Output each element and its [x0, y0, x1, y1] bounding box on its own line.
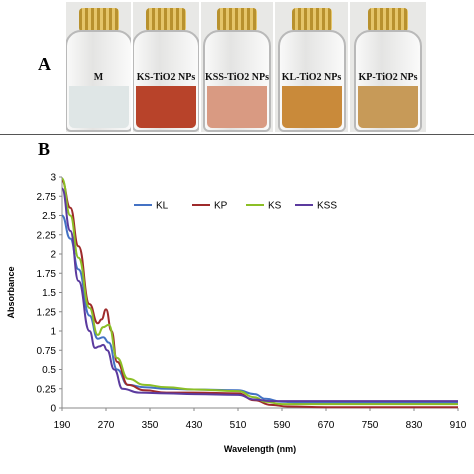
panel-b-label: B — [38, 139, 51, 159]
x-tick-label: 350 — [142, 420, 159, 431]
legend-label-kl: KL — [156, 201, 169, 212]
x-tick-label: 510 — [230, 420, 247, 431]
vial-label: KS-TiO2 NPs — [136, 72, 196, 83]
series-line-ks — [61, 177, 458, 406]
series-lines — [61, 177, 458, 409]
vial-photo-kss: KSS-TiO2 NPs — [199, 2, 273, 132]
x-tick-label: 590 — [274, 420, 291, 431]
y-tick-label: 2.25 — [37, 230, 57, 241]
vial-photo-ks: KS-TiO2 NPs — [131, 2, 199, 132]
x-axis-ticks: 190 270 350 430 510 590 670 750 830 910 — [54, 408, 467, 431]
y-tick-label: 0.5 — [42, 365, 56, 376]
vial-cap — [368, 8, 408, 32]
vial-photo-kl: KL-TiO2 NPs — [273, 2, 348, 132]
y-tick-label: 0.75 — [37, 346, 57, 357]
vial-photo-strip: M KS-TiO2 NPs KSS-TiO2 NPs KL-TiO2 NPs K… — [64, 2, 474, 132]
x-tick-label: 750 — [362, 420, 379, 431]
y-axis-ticks: 0 0.25 0.5 0.75 1 1.25 1.5 1.75 2 2.25 2.5 2.75 3 — [37, 173, 62, 415]
y-tick-label: 3 — [50, 173, 56, 184]
legend: KL KP KS KSS — [134, 201, 337, 212]
y-tick-label: 2 — [50, 250, 56, 261]
absorbance-chart: 0 0.25 0.5 0.75 1 1.25 1.5 1.75 2 2.25 2.5 2.75 3 19… — [6, 173, 467, 455]
x-tick-label: 190 — [54, 420, 71, 431]
legend-label-kss: KSS — [317, 201, 337, 212]
x-tick-label: 910 — [450, 420, 467, 431]
vial-bottle — [354, 30, 422, 132]
vial-cap — [291, 8, 332, 32]
x-axis-title: Wavelength (nm) — [224, 444, 296, 454]
series-line-kl — [61, 214, 458, 404]
vial-cap — [146, 8, 186, 32]
vial-cap — [78, 8, 119, 32]
y-tick-label: 1.5 — [42, 288, 56, 299]
x-tick-label: 270 — [98, 420, 115, 431]
y-tick-label: 0.25 — [37, 384, 57, 395]
y-axis-title: Absorbance — [6, 266, 16, 318]
series-line-kp — [61, 179, 458, 409]
x-tick-label: 830 — [406, 420, 423, 431]
vial-label: KL-TiO2 NPs — [281, 72, 342, 83]
y-tick-label: 1 — [50, 327, 56, 338]
panel-divider — [0, 134, 474, 135]
vial-liquid — [281, 86, 342, 128]
vial-photo-kp: KP-TiO2 NPs — [348, 2, 426, 132]
y-tick-label: 1.25 — [37, 307, 57, 318]
vial-photo-m: M — [64, 2, 131, 132]
y-tick-label: 2.5 — [42, 211, 56, 222]
vial-bottle — [133, 30, 199, 132]
panel-a-label: A — [38, 54, 51, 74]
vial-cap — [217, 8, 257, 32]
vial-bottle — [277, 30, 346, 132]
legend-label-ks: KS — [268, 201, 282, 212]
vial-bottle — [66, 30, 131, 132]
vial-bottle — [203, 30, 271, 132]
x-tick-label: 670 — [318, 420, 335, 431]
vial-label: KSS-TiO2 NPs — [205, 72, 269, 83]
vial-liquid — [207, 86, 267, 128]
y-tick-label: 0 — [50, 404, 56, 415]
y-tick-label: 2.75 — [37, 192, 57, 203]
x-tick-label: 430 — [186, 420, 203, 431]
vial-liquid — [358, 86, 418, 128]
series-line-kss — [61, 187, 458, 403]
y-tick-label: 1.75 — [37, 269, 57, 280]
vial-liquid — [68, 86, 129, 128]
vial-label: M — [93, 72, 104, 83]
vial-liquid — [136, 86, 196, 128]
vial-label: KP-TiO2 NPs — [358, 72, 418, 83]
legend-label-kp: KP — [214, 201, 228, 212]
